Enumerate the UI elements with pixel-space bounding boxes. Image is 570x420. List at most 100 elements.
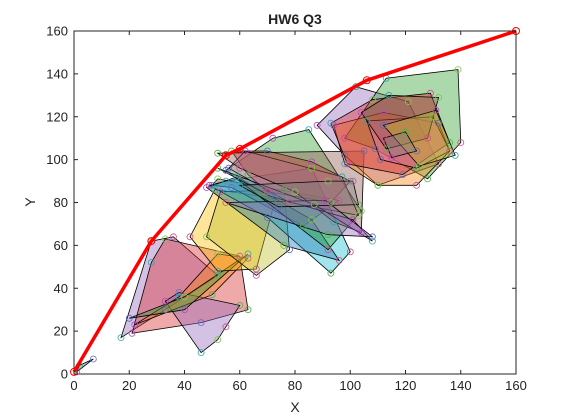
x-tick-label: 20 [122, 378, 136, 393]
hull-polygon-11 [205, 176, 341, 262]
point-marker [222, 199, 230, 206]
y-tick-label: 120 [46, 109, 68, 124]
point-marker [197, 319, 205, 327]
point-marker [346, 248, 354, 256]
point-marker [263, 214, 271, 221]
point-marker [413, 147, 421, 155]
y-tick-label: 80 [54, 195, 68, 210]
point-marker [299, 222, 307, 230]
tick-layer: 0 20 40 60 80 100 120 140 160 0 20 40 60 80 100 120 140 1… [46, 24, 527, 394]
point-marker [214, 336, 222, 344]
point-marker [274, 203, 282, 211]
point-marker [214, 250, 222, 258]
point-marker [415, 162, 423, 170]
point-marker [125, 314, 133, 322]
x-tick-label: 80 [288, 378, 302, 393]
point-marker [161, 235, 169, 243]
hull-point-marker [70, 367, 78, 376]
point-marker [435, 94, 443, 101]
point-marker [399, 171, 407, 179]
point-marker [321, 196, 329, 204]
y-tick-label: 100 [46, 152, 68, 167]
chart-title: HW6 Q3 [268, 11, 322, 27]
point-marker [327, 119, 335, 127]
point-marker [324, 177, 332, 185]
point-marker [203, 184, 211, 191]
point-marker [379, 121, 387, 129]
plot-area: 0 20 40 60 80 100 120 140 160 0 20 40 60 80 100 120 140 1… [46, 24, 527, 394]
marker-layer [73, 66, 465, 376]
point-marker [355, 201, 362, 209]
hull-polygon-8 [206, 189, 290, 276]
y-tick-label: 140 [46, 66, 68, 81]
point-marker [371, 145, 379, 153]
point-marker [236, 164, 244, 172]
point-marker [214, 267, 222, 275]
point-marker [349, 177, 357, 185]
x-tick-label: 60 [233, 378, 247, 393]
point-marker [186, 233, 194, 241]
hull-polygon-1 [75, 358, 94, 374]
point-marker [324, 231, 332, 239]
point-marker [446, 139, 454, 146]
point-marker [263, 147, 271, 155]
y-tick-label: 60 [54, 238, 68, 253]
x-tick-label: 160 [505, 378, 527, 393]
point-marker [175, 293, 183, 301]
point-marker [435, 119, 443, 127]
point-marker [357, 229, 365, 236]
point-marker [374, 181, 382, 189]
point-marker [451, 151, 459, 159]
x-tick-label: 120 [395, 378, 417, 393]
point-marker [335, 196, 343, 204]
point-marker [349, 216, 357, 224]
point-marker [233, 173, 241, 181]
hull-point-marker [147, 237, 156, 246]
hull-polygon-4 [164, 292, 241, 354]
point-marker [355, 211, 362, 219]
point-marker [454, 66, 462, 73]
point-marker [181, 293, 188, 301]
point-marker [310, 201, 318, 209]
point-marker [429, 113, 437, 121]
point-marker [252, 271, 260, 279]
point-marker [244, 171, 252, 179]
x-tick-label: 40 [177, 378, 191, 393]
point-marker [388, 154, 396, 161]
hull-point-marker [362, 76, 371, 85]
point-marker [197, 349, 205, 357]
point-marker [128, 329, 136, 337]
point-marker [244, 254, 252, 262]
point-marker [280, 241, 288, 249]
point-marker [435, 160, 443, 168]
y-tick-label: 40 [54, 281, 68, 296]
point-marker [313, 121, 321, 129]
point-marker [305, 126, 313, 134]
point-marker [424, 134, 432, 142]
point-marker [308, 216, 316, 224]
x-tick-label: 100 [339, 378, 361, 393]
hull-point-marker [235, 144, 244, 153]
point-marker [432, 106, 440, 114]
point-marker [377, 156, 385, 164]
x-axis-label: X [290, 399, 300, 415]
point-marker [446, 147, 454, 155]
point-marker [330, 218, 338, 226]
point-marker [117, 334, 125, 342]
point-marker [404, 98, 412, 106]
hull-polygon-14 [228, 150, 360, 216]
point-marker [161, 306, 169, 314]
polygon-layer [75, 69, 462, 374]
point-marker [222, 323, 230, 331]
point-marker [338, 173, 346, 181]
point-marker [147, 259, 155, 266]
point-marker [266, 192, 274, 200]
point-marker [335, 256, 343, 264]
point-marker [424, 175, 432, 183]
x-tick-label: 0 [70, 378, 77, 393]
point-marker [208, 291, 216, 299]
point-marker [89, 355, 97, 363]
y-tick-label: 160 [46, 24, 68, 39]
hull-polygon-12 [225, 129, 362, 251]
